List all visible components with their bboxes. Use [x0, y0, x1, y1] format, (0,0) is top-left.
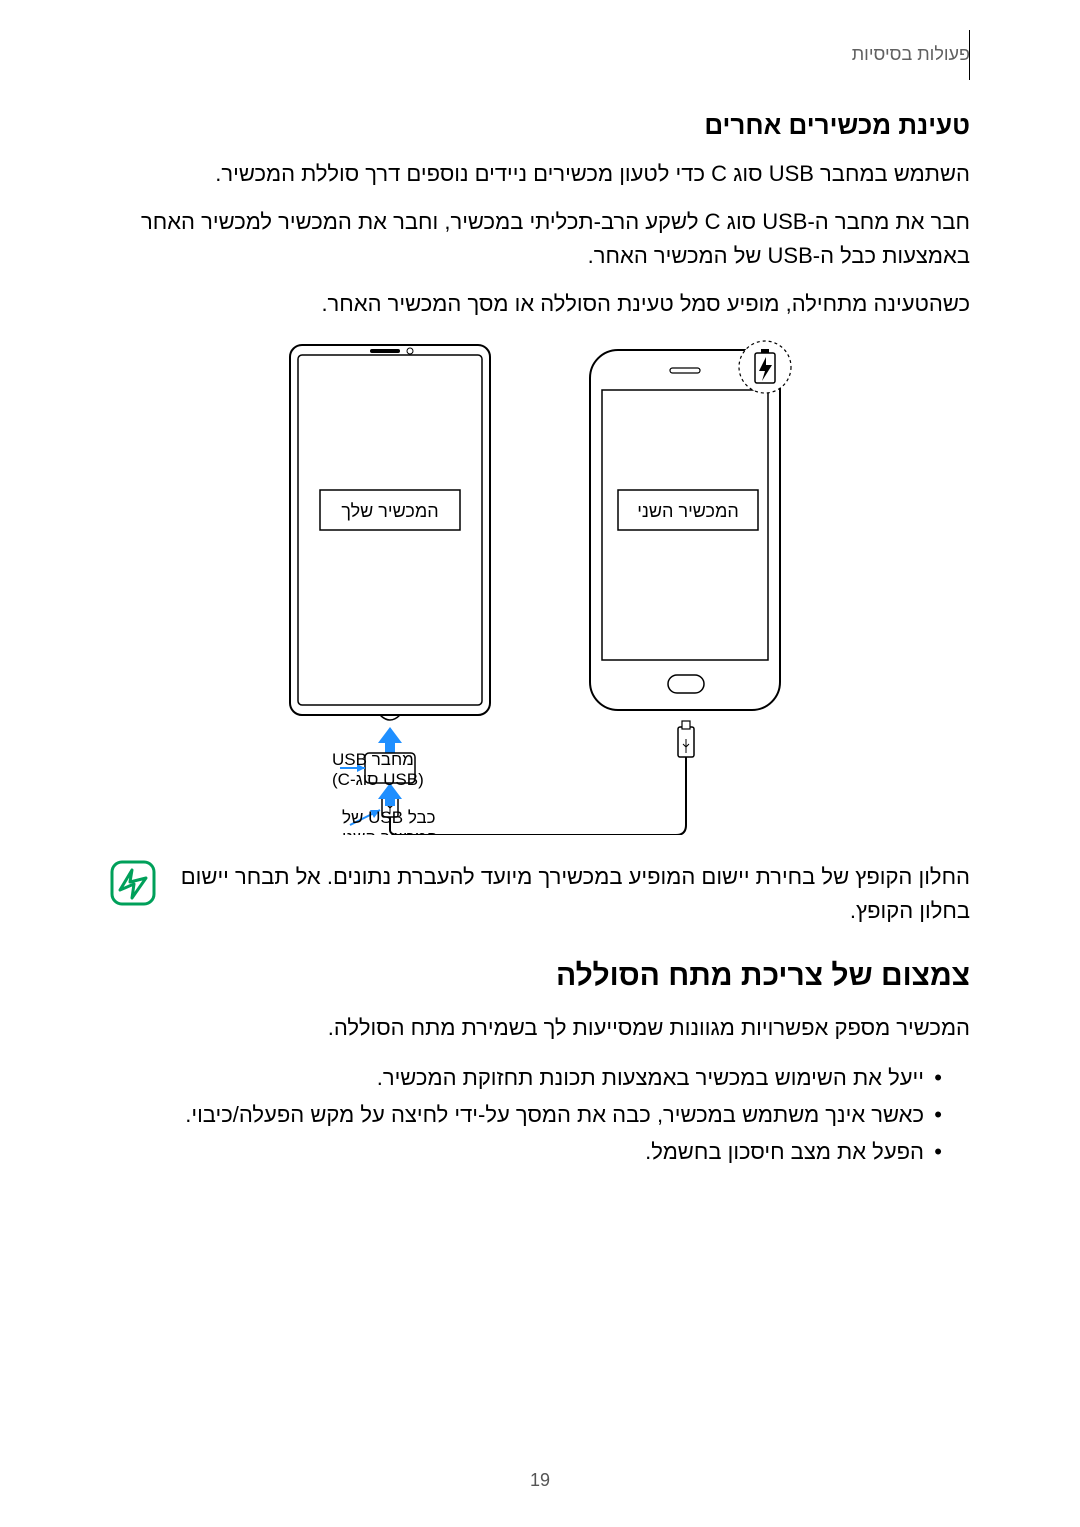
content-region: טעינת מכשירים אחרים השתמש במחבר USB סוג …: [110, 110, 970, 1171]
your-device-icon: המכשיר שלך: [290, 345, 490, 715]
list-item: ייעל את השימוש במכשיר באמצעות תכונת תחזו…: [110, 1059, 942, 1096]
page-number: 19: [0, 1470, 1080, 1491]
note-text: החלון הקופץ של בחירת יישום המופיע במכשיר…: [172, 860, 970, 928]
other-device-icon: המכשיר השני: [590, 341, 791, 710]
paragraph: כשהטעינה מתחילה, מופיע סמל טעינת הסוללה …: [110, 287, 970, 321]
usb-plug-right-icon: [678, 721, 694, 757]
section-title-charging-others: טעינת מכשירים אחרים: [110, 110, 970, 141]
section-title-reduce-battery: צמצום של צריכת מתח הסוללה: [110, 959, 970, 993]
note-callout: החלון הקופץ של בחירת יישום המופיע במכשיר…: [110, 860, 970, 928]
usb-connector-icon: מחבר USB (USB סוג-C) כבל USB של המכשיר ה…: [332, 715, 438, 835]
header-breadcrumb: פעולות בסיסיות: [852, 44, 970, 65]
bullet-list: ייעל את השימוש במכשיר באמצעות תכונת תחזו…: [110, 1059, 970, 1171]
charging-badge-icon: [739, 341, 791, 393]
page: פעולות בסיסיות טעינת מכשירים אחרים השתמש…: [0, 0, 1080, 1527]
other-device-label: המכשיר השני: [637, 501, 739, 521]
your-device-label: המכשיר שלך: [341, 501, 438, 521]
charging-diagram: המכשיר שלך המכשיר השני: [270, 335, 810, 840]
charging-diagram-svg: המכשיר שלך המכשיר השני: [270, 335, 810, 835]
svg-text:מחבר USB: מחבר USB: [332, 750, 414, 769]
list-item: הפעל את מצב חיסכון בחשמל.: [110, 1133, 942, 1170]
paragraph: המכשיר מספק אפשרויות מגוונות שמסייעות לך…: [110, 1011, 970, 1045]
paragraph: חבר את מחבר ה-USB סוג C לשקע הרב-תכליתי …: [110, 205, 970, 273]
list-item: כאשר אינך משתמש במכשיר, כבה את המסך על-י…: [110, 1096, 942, 1133]
paragraph: השתמש במחבר USB סוג C כדי לטעון מכשירים …: [110, 157, 970, 191]
note-icon: [110, 860, 156, 911]
svg-text:כבל USB של: כבל USB של: [342, 808, 436, 827]
svg-text:(USB סוג-C): (USB סוג-C): [332, 770, 424, 789]
